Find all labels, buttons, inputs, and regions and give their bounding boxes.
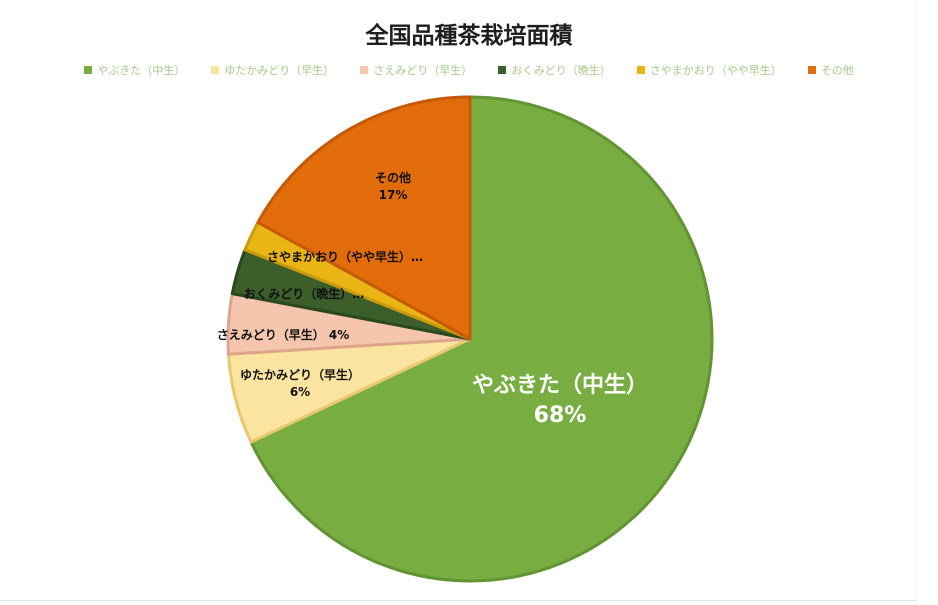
data-label-name: ゆたかみどり（早生） — [240, 367, 360, 382]
chart-legend: やぶきた（中生） ゆたかみどり（早生） さえみどり（早生） おくみどり（晩生） さやまか… — [0, 62, 938, 78]
legend-swatch — [498, 66, 507, 74]
legend-label: その他 — [820, 64, 854, 77]
legend-swatch — [360, 66, 369, 74]
data-label: おくみどり（晩生）… — [244, 286, 364, 301]
legend-label: やぶきた（中生） — [97, 64, 186, 77]
legend-item: おくみどり（晩生） — [498, 62, 611, 78]
frame-border-right — [916, 0, 917, 605]
data-label-name: やぶきた（中生） — [472, 373, 648, 398]
legend-swatch — [636, 66, 645, 74]
data-label: その他 17% — [375, 170, 411, 202]
pie-slice — [249, 95, 714, 583]
legend-label: ゆたかみどり（早生） — [224, 64, 335, 77]
frame-border-bottom — [0, 600, 917, 601]
legend-item: やぶきた（中生） — [84, 62, 185, 78]
data-label: ゆたかみどり（早生） 6% — [240, 367, 360, 399]
legend-swatch — [84, 66, 93, 74]
legend-item: さやまかおり（やや早生） — [636, 62, 782, 78]
data-label: さえみどり（早生） 4% — [217, 327, 350, 342]
data-label-name: その他 — [375, 170, 411, 185]
data-label-percent: 68% — [534, 403, 587, 428]
legend-item: さえみどり（早生） — [360, 62, 472, 78]
pie-slice — [256, 95, 472, 341]
legend-label: さえみどり（早生） — [373, 64, 473, 77]
data-label-percent: 6% — [290, 385, 310, 399]
legend-swatch — [807, 66, 816, 74]
data-label: やぶきた（中生） 68% — [472, 373, 648, 428]
legend-swatch — [211, 66, 220, 74]
legend-label: おくみどり（晩生） — [511, 64, 611, 77]
legend-item: その他 — [807, 62, 854, 78]
data-label-percent: 17% — [379, 188, 408, 202]
legend-item: ゆたかみどり（早生） — [211, 62, 334, 78]
data-label: さやまかおり（やや早生）… — [267, 249, 423, 264]
legend-label: さやまかおり（やや早生） — [649, 64, 782, 77]
chart-title: 全国品種茶栽培面積 — [365, 23, 573, 49]
